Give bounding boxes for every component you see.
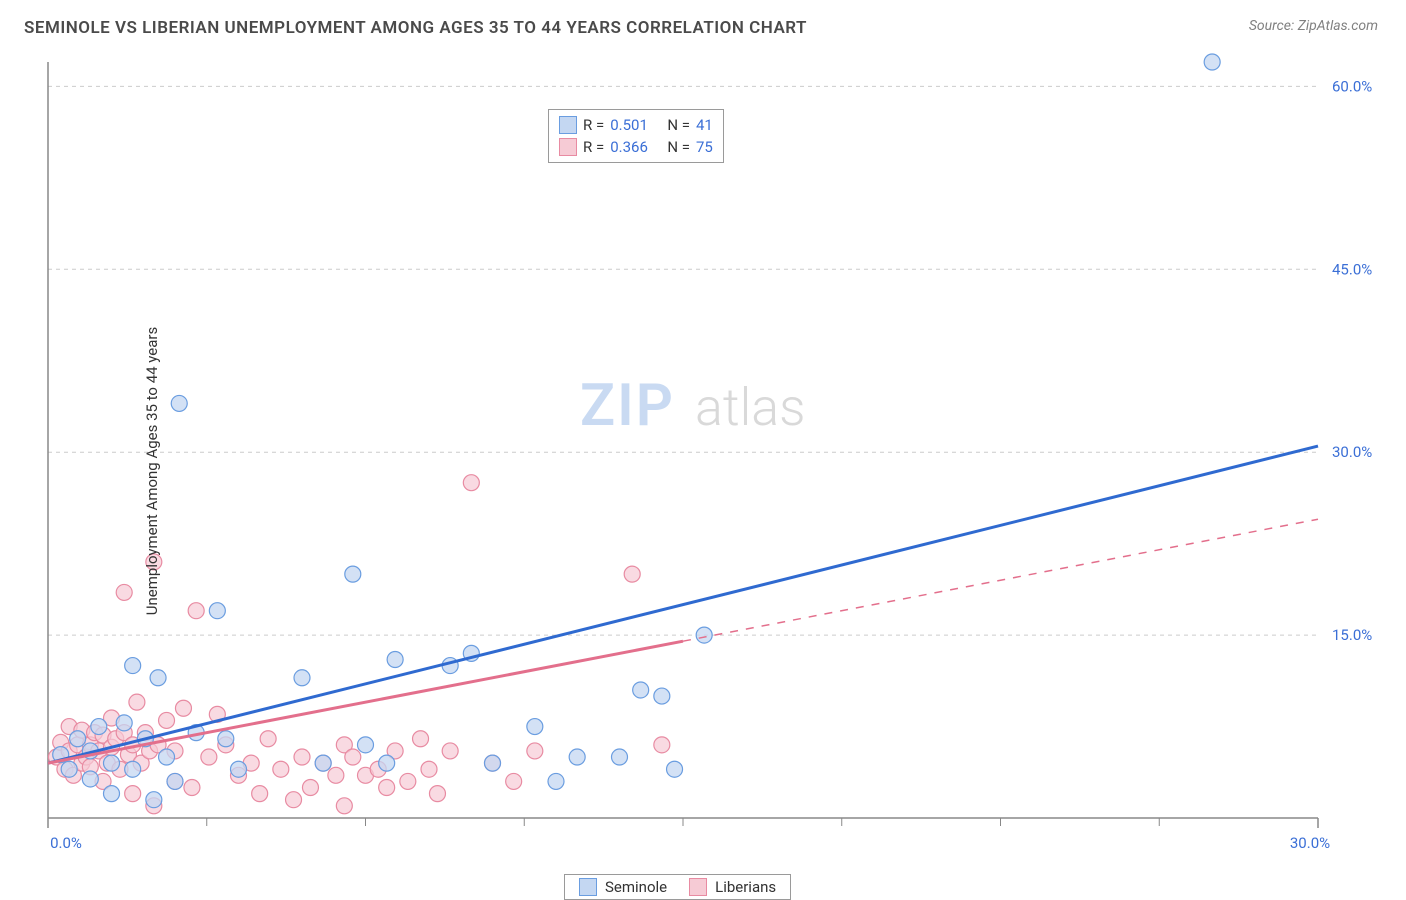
svg-text:ZIP: ZIP — [580, 372, 675, 440]
chart-header: SEMINOLE VS LIBERIAN UNEMPLOYMENT AMONG … — [0, 0, 1406, 48]
legend-label: Liberians — [715, 878, 776, 896]
r-value: 0.501 — [610, 116, 648, 134]
svg-text:15.0%: 15.0% — [1332, 626, 1372, 644]
svg-text:30.0%: 30.0% — [1290, 834, 1330, 852]
svg-text:30.0%: 30.0% — [1332, 443, 1372, 461]
svg-text:0.0%: 0.0% — [50, 834, 82, 852]
source-label: Source: ZipAtlas.com — [1249, 18, 1378, 34]
n-value: 41 — [696, 116, 713, 134]
n-label: N = — [667, 138, 690, 156]
svg-text:60.0%: 60.0% — [1332, 77, 1372, 95]
legend-label: Seminole — [605, 878, 667, 896]
chart-title: SEMINOLE VS LIBERIAN UNEMPLOYMENT AMONG … — [24, 18, 807, 38]
legend-stats: R = 0.501 N = 41 R = 0.366 N = 75 — [548, 109, 724, 163]
y-axis-label: Unemployment Among Ages 35 to 44 years — [143, 327, 161, 615]
svg-text:45.0%: 45.0% — [1332, 260, 1372, 278]
r-label: R = — [583, 116, 604, 134]
legend-stats-row: R = 0.366 N = 75 — [559, 136, 713, 158]
n-value: 75 — [696, 138, 713, 156]
n-label: N = — [667, 116, 690, 134]
legend-series: Seminole Liberians — [564, 874, 791, 900]
svg-text:atlas: atlas — [695, 377, 806, 438]
legend-stats-row: R = 0.501 N = 41 — [559, 114, 713, 136]
r-label: R = — [583, 138, 604, 156]
r-value: 0.366 — [610, 138, 648, 156]
scatter-plot-svg: 15.0% 30.0% 45.0% 60.0% ZIP atlas 0.0% 30.0% — [0, 50, 1406, 892]
legend-item: Liberians — [689, 878, 776, 896]
legend-item: Seminole — [579, 878, 667, 896]
legend-swatch — [559, 116, 577, 134]
chart-area: Unemployment Among Ages 35 to 44 years 1… — [0, 50, 1406, 892]
legend-swatch — [559, 138, 577, 156]
legend-swatch — [689, 878, 707, 896]
legend-swatch — [579, 878, 597, 896]
